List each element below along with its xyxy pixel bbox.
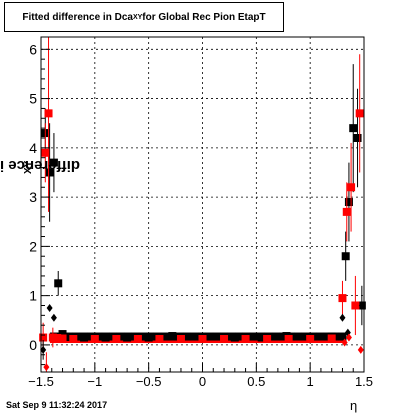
- band-point: [190, 332, 199, 341]
- x-tick-label: −0.5: [136, 374, 162, 389]
- data-point: [198, 334, 207, 343]
- data-point: [41, 148, 50, 157]
- data-point: [50, 313, 57, 322]
- chart-title-sub: XY: [132, 13, 143, 21]
- data-point: [230, 333, 239, 342]
- data-point: [168, 332, 177, 341]
- data-point: [327, 334, 336, 343]
- band-point: [160, 332, 169, 341]
- y-tick-label: 4: [29, 140, 37, 156]
- data-point: [144, 333, 153, 342]
- data-point: [44, 109, 53, 118]
- x-tick-label: 1: [307, 374, 314, 389]
- data-point: [341, 338, 348, 347]
- data-point: [69, 334, 78, 343]
- band-point: [271, 332, 280, 341]
- data-point: [345, 333, 352, 342]
- data-point: [220, 334, 229, 343]
- band-point: [138, 332, 147, 341]
- data-point: [45, 168, 54, 177]
- data-point: [80, 333, 89, 342]
- data-point: [344, 198, 353, 207]
- y-tick-label: 0: [29, 337, 37, 353]
- timestamp-footer: Sat Sep 9 11:32:24 2017: [6, 400, 108, 410]
- band-point: [212, 332, 221, 341]
- data-point: [176, 334, 185, 343]
- x-tick-label: 1.5: [355, 374, 373, 389]
- axis-ticks: [40, 48, 365, 372]
- data-point: [351, 301, 360, 310]
- band-point: [205, 332, 214, 341]
- y-tick-label: 6: [29, 41, 37, 57]
- data-point: [58, 334, 67, 343]
- chart-title-rest: for Global Rec Pion EtapT: [142, 11, 266, 23]
- data-point: [39, 333, 48, 342]
- data-point: [112, 334, 121, 343]
- x-axis-label: η: [350, 398, 358, 413]
- y-tick-label: 3: [29, 189, 37, 205]
- y-tick-label: 5: [29, 91, 37, 107]
- data-point: [155, 334, 164, 343]
- data-point: [40, 345, 47, 354]
- data-point: [355, 109, 364, 118]
- data-point: [339, 313, 346, 322]
- x-tick-label: 0.5: [247, 374, 265, 389]
- chart-title-main: Fitted difference in Dca: [22, 11, 133, 23]
- band-point: [301, 332, 310, 341]
- band-point: [294, 332, 303, 341]
- band-point: [338, 332, 347, 341]
- data-point: [123, 333, 132, 342]
- y-tick-label: 2: [29, 238, 37, 254]
- data-point: [48, 333, 57, 342]
- data-point: [349, 124, 358, 133]
- data-point: [90, 334, 99, 343]
- band-point: [183, 332, 192, 341]
- band-point: [316, 332, 325, 341]
- data-point: [58, 330, 67, 339]
- data-point: [263, 334, 272, 343]
- chart-title: Fitted difference in Dca XY for Global Re…: [4, 2, 284, 32]
- data-point: [347, 183, 356, 192]
- x-tick-label: −1.5: [28, 374, 54, 389]
- x-tick-label: −1: [87, 374, 102, 389]
- data-point: [54, 279, 63, 288]
- band-point: [234, 332, 243, 341]
- data-point: [49, 158, 58, 167]
- data-point: [46, 303, 53, 312]
- data-point: [358, 301, 365, 310]
- data-point: [341, 252, 350, 261]
- chart-grid: [41, 37, 364, 372]
- data-point: [284, 334, 293, 343]
- data-point: [306, 334, 315, 343]
- y-tick-label: 1: [29, 288, 37, 304]
- data-point: [357, 345, 364, 354]
- chart-marks: [39, 37, 366, 372]
- band-point: [249, 332, 258, 341]
- data-point: [101, 333, 110, 342]
- data-point: [241, 334, 250, 343]
- band-point: [116, 332, 125, 341]
- data-point: [53, 334, 62, 343]
- tick-labels: −1.5 −1 −0.5 0 0.5 1 1.5 0 1 2 3 4 5 6: [28, 41, 373, 389]
- data-point: [353, 133, 362, 142]
- data-point: [338, 294, 347, 303]
- x-tick-label: 0: [199, 374, 206, 389]
- data-point: [342, 207, 351, 216]
- data-point: [63, 333, 72, 342]
- data-point: [257, 333, 266, 342]
- band-point: [323, 332, 332, 341]
- y-axis-label-main: difference in Dca: [0, 157, 80, 174]
- data-point: [133, 334, 142, 343]
